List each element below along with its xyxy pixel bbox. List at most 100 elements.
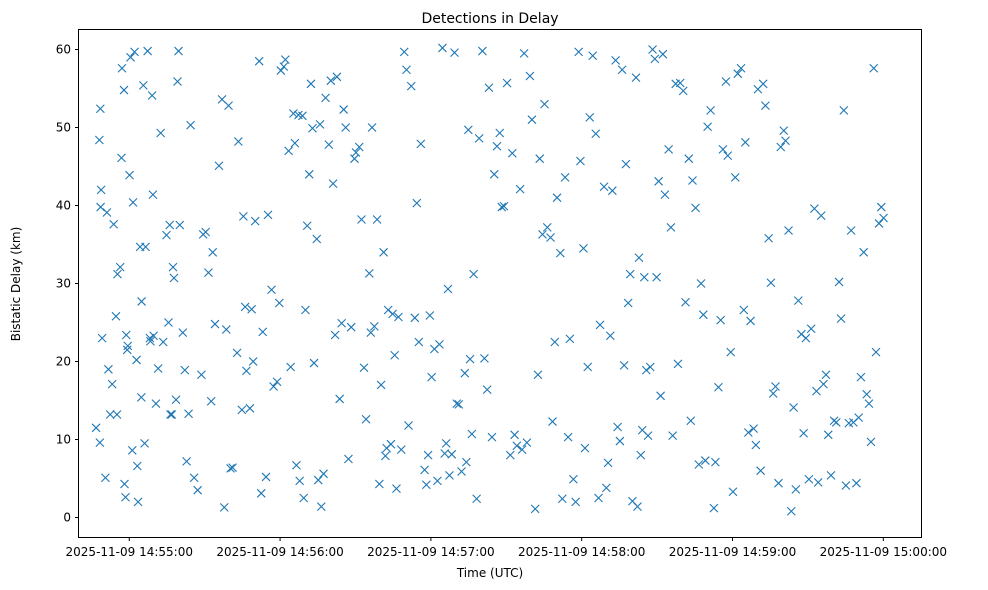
detection-marker (132, 355, 141, 365)
detection-marker (276, 66, 286, 75)
detection-marker (410, 313, 420, 323)
detection-marker (351, 148, 361, 157)
detection-marker (120, 479, 129, 489)
detection-marker (617, 65, 627, 75)
detection-marker (312, 234, 322, 244)
x-tick-label: 2025-11-09 14:55:00 (66, 545, 193, 559)
detection-marker (538, 229, 547, 239)
detection-marker (819, 379, 828, 389)
detection-marker (435, 339, 444, 349)
detection-marker (480, 353, 489, 363)
detection-marker (749, 424, 758, 433)
detection-marker (648, 45, 657, 54)
detection-marker (507, 148, 517, 158)
detection-marker (151, 399, 161, 409)
detection-marker (779, 126, 789, 136)
detection-marker (601, 483, 611, 493)
detection-marker (306, 79, 316, 89)
detection-marker (233, 137, 243, 146)
detection-marker (290, 138, 300, 148)
detection-marker (497, 202, 507, 212)
detection-marker (761, 101, 770, 111)
detection-marker (512, 441, 522, 451)
detection-marker (502, 78, 512, 88)
detection-marker (174, 46, 183, 56)
detection-marker (515, 184, 525, 194)
detection-marker (165, 220, 175, 230)
detection-marker (127, 446, 137, 455)
detection-marker (122, 345, 132, 355)
detection-marker (193, 485, 203, 495)
detection-marker (321, 93, 330, 103)
y-tick-label: 50 (56, 121, 71, 135)
detection-marker (859, 247, 869, 257)
detection-marker (208, 247, 218, 257)
detection-marker (467, 429, 477, 439)
detection-marker (546, 233, 555, 242)
detection-marker (691, 203, 700, 213)
detection-marker (603, 458, 613, 468)
detection-marker (728, 487, 738, 497)
detection-marker (173, 77, 182, 86)
detection-marker (465, 354, 475, 364)
detection-marker (723, 151, 733, 160)
detection-marker (823, 430, 833, 440)
detection-marker (232, 348, 242, 358)
detection-marker (423, 450, 433, 460)
detection-marker (357, 215, 366, 224)
detection-marker (425, 311, 435, 320)
detection-marker (404, 421, 413, 430)
detection-marker (552, 193, 562, 203)
detection-marker (126, 52, 135, 62)
detection-marker (279, 62, 289, 72)
x-tick-label: 2025-11-09 15:00:00 (820, 545, 947, 559)
detection-marker (175, 220, 185, 230)
detection-marker (656, 391, 665, 401)
detection-marker (698, 310, 708, 320)
detection-marker (781, 136, 790, 146)
detection-marker (594, 493, 603, 503)
detection-marker (709, 503, 719, 513)
detection-marker (711, 457, 720, 467)
detection-marker (326, 76, 336, 86)
detection-marker (242, 366, 251, 376)
markers-group (91, 43, 888, 516)
detection-marker (182, 456, 191, 466)
detection-marker (390, 350, 400, 360)
detection-marker (756, 466, 766, 476)
detection-marker (571, 497, 581, 507)
detection-marker (599, 182, 609, 192)
detection-marker (664, 144, 674, 154)
detection-marker (399, 47, 409, 57)
detection-marker (379, 247, 389, 257)
detection-marker (372, 215, 382, 224)
detection-marker (149, 331, 159, 341)
detection-marker (487, 432, 497, 442)
detection-marker (533, 370, 543, 380)
detection-marker (301, 305, 310, 315)
detection-marker (133, 497, 143, 507)
detection-marker (95, 104, 105, 114)
detection-marker (113, 269, 122, 279)
detection-marker (799, 428, 809, 438)
detection-marker (527, 115, 537, 125)
detection-marker (801, 333, 811, 343)
detection-marker (361, 414, 371, 424)
detection-marker (831, 417, 841, 427)
detection-marker (791, 485, 801, 494)
detection-marker (703, 122, 712, 132)
detection-marker (816, 211, 826, 221)
detection-marker (743, 428, 753, 437)
detection-marker (204, 268, 213, 277)
detection-marker (839, 105, 849, 115)
detection-marker (94, 135, 104, 145)
detection-marker (472, 494, 482, 504)
detection-marker (228, 463, 237, 472)
detection-marker (166, 410, 175, 419)
detection-marker (621, 159, 631, 169)
detection-marker (201, 227, 211, 237)
detection-marker (706, 105, 716, 115)
detection-marker (591, 129, 601, 139)
detection-marker (445, 470, 454, 480)
